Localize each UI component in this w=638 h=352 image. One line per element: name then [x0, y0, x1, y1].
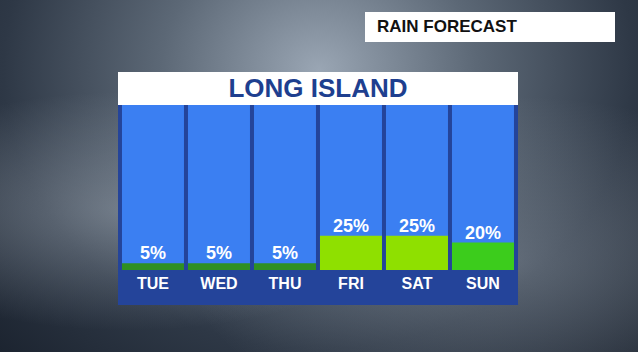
svg-text:5%: 5% — [206, 243, 232, 263]
html-text:LONG ISLAND: LONG ISLAND — [228, 73, 408, 103]
svg-text:THU: THU — [269, 275, 302, 292]
svg-text:5%: 5% — [272, 243, 298, 263]
svg-text:SAT: SAT — [402, 275, 433, 292]
svg-text:WED: WED — [200, 275, 237, 292]
svg-text:5%: 5% — [140, 243, 166, 263]
svg-text:FRI: FRI — [338, 275, 364, 292]
svg-text:SUN: SUN — [466, 275, 500, 292]
svg-text:TUE: TUE — [137, 275, 169, 292]
html-text:RAIN FORECAST: RAIN FORECAST — [377, 17, 517, 36]
svg-text:20%: 20% — [465, 223, 501, 243]
svg-text:25%: 25% — [399, 216, 435, 236]
svg-text:25%: 25% — [333, 216, 369, 236]
